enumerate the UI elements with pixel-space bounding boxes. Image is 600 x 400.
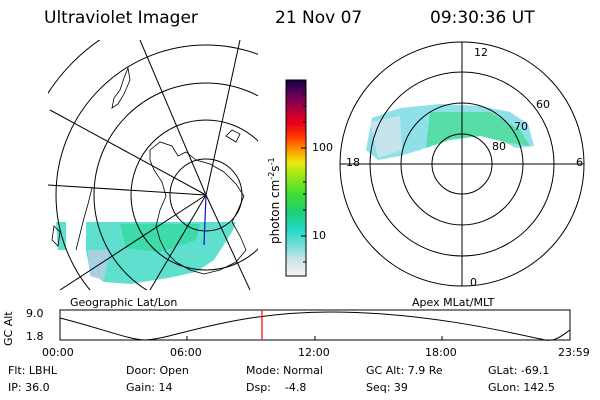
timeline-xtick-2359: 23:59 <box>558 346 590 359</box>
right-panel-caption: Apex MLat/MLT <box>412 296 495 309</box>
colorbar <box>285 79 307 277</box>
lat-label-70: 70 <box>514 120 528 133</box>
mlt-label-6: 6 <box>576 156 583 169</box>
status-glat: GLat: -69.1 <box>488 364 550 377</box>
colorbar-tick-10: 10 <box>312 229 326 242</box>
instrument-title: Ultraviolet Imager <box>44 8 198 28</box>
status-gc-alt: GC Alt: 7.9 Re <box>366 364 443 377</box>
timeline-ylabel: GC Alt <box>2 311 15 346</box>
timeline-frame <box>59 309 571 341</box>
lat-label-80: 80 <box>492 140 506 153</box>
colorbar-ticks <box>301 93 306 263</box>
timeline-xtick-1200: 12:00 <box>298 346 330 359</box>
lat-label-60: 60 <box>536 98 550 111</box>
status-filter: Flt: LBHL <box>8 364 57 377</box>
timeline-xtick-1800: 18:00 <box>425 346 457 359</box>
status-seq: Seq: 39 <box>366 381 408 394</box>
status-door: Door: Open <box>126 364 189 377</box>
observation-time: 09:30:36 UT <box>430 8 535 28</box>
colorbar-unit-label: photon cm-2s-1 <box>267 157 282 244</box>
timeline-ytick-top: 9.0 <box>26 307 44 320</box>
polar-aurora-core <box>426 112 530 148</box>
status-glon: GLon: 142.5 <box>488 381 555 394</box>
observation-date: 21 Nov 07 <box>275 8 363 28</box>
status-dsp: Dsp: -4.8 <box>246 381 307 394</box>
timeline-xtick-0000: 00:00 <box>42 346 74 359</box>
geographic-map <box>48 40 258 290</box>
polar-plot <box>339 41 585 287</box>
left-panel-caption: Geographic Lat/Lon <box>70 296 178 309</box>
timeline-ytick-bottom: 1.8 <box>26 330 44 343</box>
timeline-xtick-0600: 06:00 <box>170 346 202 359</box>
status-mode: Mode: Normal <box>246 364 323 377</box>
altitude-curve <box>59 311 571 341</box>
status-ip: IP: 36.0 <box>8 381 50 394</box>
footpoint-line <box>203 194 207 246</box>
mlt-label-0: 0 <box>470 276 477 289</box>
status-gain: Gain: 14 <box>126 381 173 394</box>
timeline-ticks <box>59 336 571 340</box>
mlt-label-18: 18 <box>346 156 360 169</box>
mlt-label-12: 12 <box>474 46 488 59</box>
colorbar-tick-100: 100 <box>312 141 333 154</box>
